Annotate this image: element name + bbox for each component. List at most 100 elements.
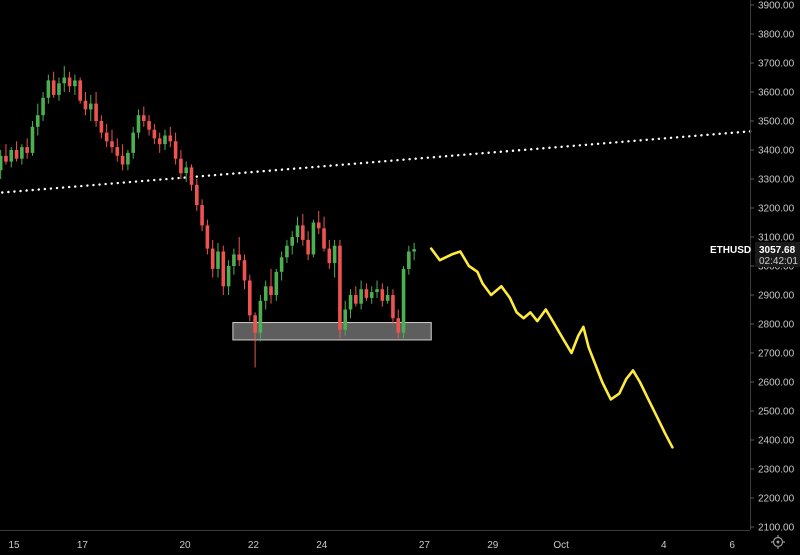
candle[interactable]: [73, 74, 77, 95]
price-tick-label: 2200.00: [758, 494, 795, 505]
candle-body: [332, 245, 337, 264]
candle[interactable]: [205, 219, 210, 255]
price-axis[interactable]: 3900.00 3800.00 3700.00 3600.00 3500.00 3400.…: [750, 0, 795, 534]
candle[interactable]: [311, 219, 316, 258]
candle[interactable]: [391, 289, 395, 324]
candle[interactable]: [157, 132, 162, 153]
candle[interactable]: [412, 242, 416, 261]
candle[interactable]: [338, 239, 342, 339]
price-tick-label: 3100.00: [758, 233, 795, 244]
support-zone-rectangle[interactable]: [232, 322, 432, 341]
candle[interactable]: [99, 115, 104, 139]
candle[interactable]: [248, 274, 252, 322]
candle[interactable]: [269, 268, 273, 304]
candle[interactable]: [200, 199, 204, 232]
candle[interactable]: [316, 210, 321, 235]
candle[interactable]: [263, 280, 268, 310]
candle[interactable]: [62, 65, 67, 92]
time-tick-label: 15: [8, 540, 20, 551]
candle[interactable]: [25, 138, 29, 159]
candle[interactable]: [120, 144, 125, 171]
candle[interactable]: [274, 268, 279, 301]
price-tick-label: 2100.00: [758, 523, 795, 534]
candle[interactable]: [168, 126, 173, 148]
candle[interactable]: [9, 147, 14, 168]
candle[interactable]: [41, 92, 45, 121]
plot-area[interactable]: [0, 65, 754, 449]
candle[interactable]: [4, 144, 8, 165]
dotted-trendline[interactable]: [0, 129, 754, 194]
candle[interactable]: [136, 109, 141, 139]
candle[interactable]: [30, 121, 35, 156]
candle[interactable]: [67, 71, 72, 92]
candle[interactable]: [20, 144, 24, 165]
candle[interactable]: [94, 92, 98, 127]
candle[interactable]: [401, 266, 406, 339]
settings-gear-icon[interactable]: [771, 535, 785, 549]
candle[interactable]: [332, 239, 337, 278]
candle[interactable]: [163, 129, 167, 150]
candle[interactable]: [253, 312, 257, 368]
candle[interactable]: [348, 289, 353, 319]
candle-body: [20, 147, 24, 159]
candle[interactable]: [364, 283, 369, 301]
candle[interactable]: [179, 150, 183, 179]
candle[interactable]: [0, 150, 3, 179]
candle[interactable]: [104, 123, 109, 148]
price-tick-label: 3900.00: [758, 1, 795, 12]
candle[interactable]: [141, 106, 146, 127]
candle[interactable]: [354, 286, 358, 307]
projected-price-path[interactable]: [429, 247, 674, 449]
candle[interactable]: [194, 179, 199, 211]
candle[interactable]: [258, 295, 263, 342]
countdown-text: 02:42:01: [759, 256, 798, 267]
candle[interactable]: [343, 300, 348, 336]
candle[interactable]: [232, 248, 236, 275]
candle[interactable]: [57, 77, 61, 101]
candle[interactable]: [369, 286, 374, 304]
candle[interactable]: [359, 280, 363, 310]
candle[interactable]: [327, 239, 332, 269]
candle[interactable]: [83, 92, 88, 116]
candle[interactable]: [385, 286, 390, 304]
candle[interactable]: [78, 77, 82, 104]
candle[interactable]: [14, 141, 19, 162]
candle[interactable]: [380, 283, 385, 307]
candle[interactable]: [226, 260, 231, 295]
candle[interactable]: [322, 216, 326, 252]
candle[interactable]: [237, 237, 242, 266]
candle[interactable]: [290, 231, 295, 255]
candle[interactable]: [407, 245, 411, 275]
candle[interactable]: [285, 239, 289, 264]
candle[interactable]: [35, 103, 40, 136]
candle[interactable]: [184, 161, 188, 182]
candle[interactable]: [189, 164, 194, 191]
candle[interactable]: [152, 123, 157, 145]
candle[interactable]: [210, 239, 215, 278]
candle[interactable]: [46, 74, 51, 104]
candle[interactable]: [173, 132, 178, 165]
candle-body: [131, 132, 135, 153]
candle[interactable]: [221, 245, 226, 295]
candle[interactable]: [216, 242, 220, 278]
price-tick-label: 3600.00: [758, 88, 795, 99]
candle[interactable]: [110, 129, 114, 153]
candle[interactable]: [126, 150, 130, 171]
candle[interactable]: [279, 251, 284, 281]
candle[interactable]: [242, 254, 247, 290]
candle[interactable]: [306, 231, 310, 261]
candle[interactable]: [301, 213, 305, 246]
time-axis[interactable]: 15 17 20 22 24 27 29 Oct 4 6: [0, 530, 750, 552]
candle[interactable]: [131, 126, 135, 159]
candle-body: [279, 257, 284, 272]
candle-body: [269, 286, 273, 295]
candle[interactable]: [375, 280, 379, 298]
candle[interactable]: [51, 71, 56, 98]
candle[interactable]: [396, 309, 401, 339]
candle[interactable]: [295, 216, 300, 243]
candle[interactable]: [147, 115, 151, 136]
candle-body: [369, 292, 374, 298]
candle[interactable]: [88, 94, 93, 121]
candle[interactable]: [115, 138, 120, 162]
